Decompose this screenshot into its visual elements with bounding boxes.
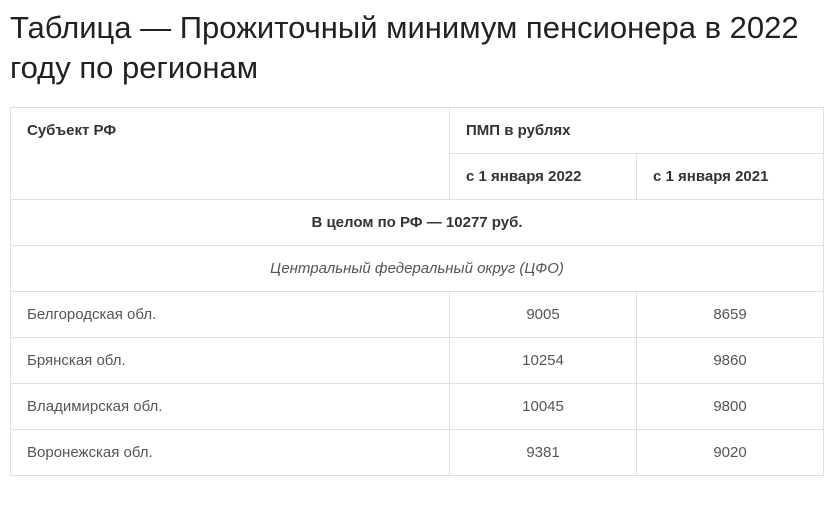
table-row: Брянская обл. 10254 9860 [11,337,824,383]
total-cell: В целом по РФ — 10277 руб. [11,199,824,245]
value-2022: 10045 [450,383,637,429]
value-2021: 8659 [637,291,824,337]
value-2022: 9005 [450,291,637,337]
table-row: Белгородская обл. 9005 8659 [11,291,824,337]
region-cell: Брянская обл. [11,337,450,383]
region-cell: Владимирская обл. [11,383,450,429]
page-title: Таблица — Прожиточный минимум пенсионера… [10,8,824,89]
region-cell: Воронежская обл. [11,429,450,475]
value-2022: 10254 [450,337,637,383]
value-2021: 9860 [637,337,824,383]
col-2021-header: с 1 января 2021 [637,153,824,199]
col-pmp-header: ПМП в рублях [450,107,824,153]
table-row: Владимирская обл. 10045 9800 [11,383,824,429]
value-2021: 9800 [637,383,824,429]
group-row: Центральный федеральный округ (ЦФО) [11,245,824,291]
group-cell: Центральный федеральный округ (ЦФО) [11,245,824,291]
header-row-1: Субъект РФ ПМП в рублях [11,107,824,153]
value-2022: 9381 [450,429,637,475]
pension-table: Субъект РФ ПМП в рублях с 1 января 2022 … [10,107,824,476]
col-subject-header: Субъект РФ [11,107,450,199]
value-2021: 9020 [637,429,824,475]
region-cell: Белгородская обл. [11,291,450,337]
table-row: Воронежская обл. 9381 9020 [11,429,824,475]
total-row: В целом по РФ — 10277 руб. [11,199,824,245]
col-2022-header: с 1 января 2022 [450,153,637,199]
